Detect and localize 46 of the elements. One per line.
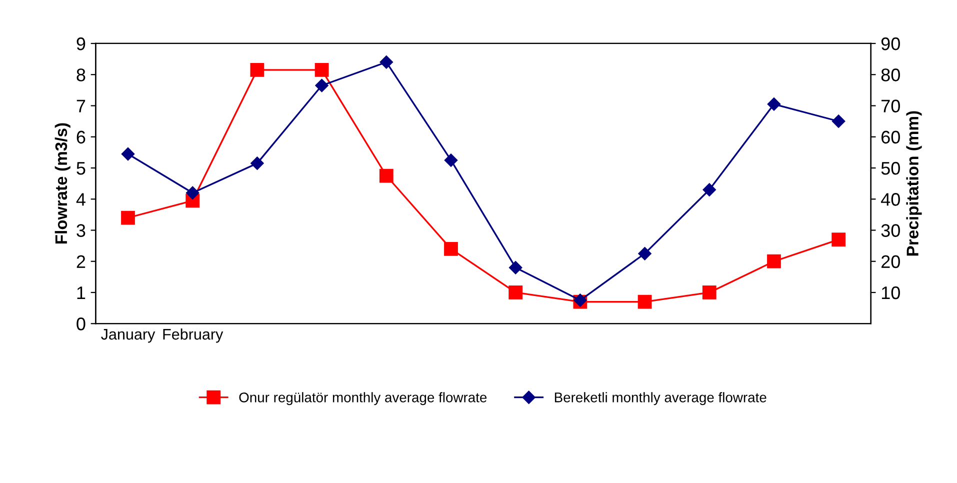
point <box>250 156 264 170</box>
point <box>250 62 264 77</box>
y-tick-label: 4 <box>76 193 86 206</box>
point <box>444 154 458 167</box>
point <box>702 286 716 300</box>
point <box>380 56 393 69</box>
y-tick-label: 8 <box>76 68 86 82</box>
point <box>638 246 652 260</box>
y-tick-label: 0 <box>76 318 86 330</box>
point <box>508 286 523 300</box>
point <box>379 168 394 183</box>
point <box>638 294 652 309</box>
y2-tick-label: 60 <box>882 130 900 144</box>
point <box>315 78 328 92</box>
point <box>121 210 135 225</box>
point <box>832 232 846 247</box>
y2-tick-label: 30 <box>881 224 900 237</box>
y2-tick-label: 20 <box>882 255 900 268</box>
point <box>508 260 522 274</box>
legend-label: Bereketli monthly average flowrate <box>554 392 766 406</box>
y-tick-label: 3 <box>76 224 86 237</box>
y-tick-label: 7 <box>76 100 86 112</box>
y2-tick-label: 70 <box>882 100 900 112</box>
y2-axis-title: Precipitation (mm) <box>906 111 922 256</box>
y2-tick-label: 80 <box>881 68 900 82</box>
point <box>186 186 200 200</box>
y-tick-label: 9 <box>76 37 86 50</box>
point <box>314 62 329 77</box>
x-tick-label: February <box>163 328 224 343</box>
point <box>767 254 781 268</box>
x-tick-label: January <box>101 329 156 343</box>
y2-tick-label: 40 <box>881 193 900 206</box>
point <box>444 242 458 256</box>
y-axis-title: Flowrate (m3/s) <box>54 123 70 244</box>
y-tick-label: 5 <box>76 162 86 175</box>
point <box>702 183 716 196</box>
point <box>767 98 781 111</box>
y-tick-label: 1 <box>77 286 86 300</box>
y2-tick-label: 90 <box>881 37 900 50</box>
point <box>832 114 846 128</box>
y2-tick-label: 50 <box>881 162 900 175</box>
point <box>121 147 135 161</box>
y-tick-label: 6 <box>76 130 86 144</box>
y2-tick-label: 10 <box>882 286 900 300</box>
legend-label: Onur regülatör monthly average flowrate <box>239 392 487 406</box>
y-tick-label: 2 <box>76 255 86 268</box>
